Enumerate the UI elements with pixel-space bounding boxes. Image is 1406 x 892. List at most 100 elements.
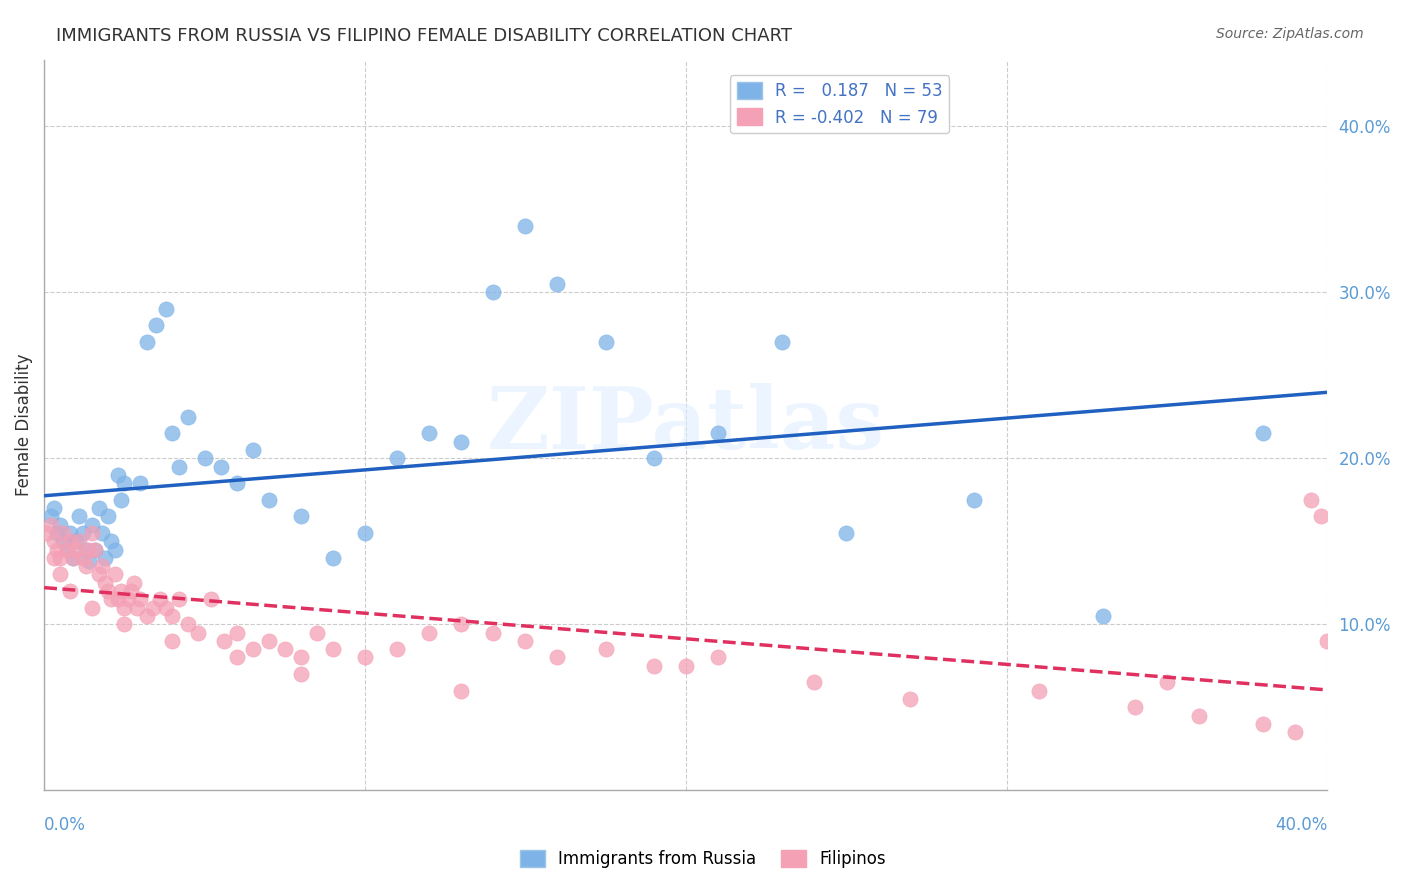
Text: 0.0%: 0.0% — [44, 816, 86, 834]
Point — [59, 584, 82, 599]
Point — [97, 509, 120, 524]
Point — [62, 550, 84, 565]
Point — [1251, 717, 1274, 731]
Point — [46, 525, 69, 540]
Point — [155, 301, 177, 316]
Point — [149, 592, 172, 607]
Point — [107, 592, 129, 607]
Point — [193, 451, 215, 466]
Point — [59, 525, 82, 540]
Point — [39, 509, 62, 524]
Point — [110, 492, 132, 507]
Point — [87, 567, 110, 582]
Point — [104, 567, 127, 582]
Point — [1316, 633, 1339, 648]
Point — [104, 542, 127, 557]
Point — [67, 509, 90, 524]
Point — [122, 575, 145, 590]
Point — [225, 476, 247, 491]
Point — [52, 534, 75, 549]
Point — [595, 642, 617, 657]
Point — [482, 285, 505, 299]
Point — [142, 600, 165, 615]
Point — [39, 517, 62, 532]
Point — [84, 542, 107, 557]
Point — [167, 459, 190, 474]
Point — [290, 667, 312, 681]
Point — [97, 584, 120, 599]
Point — [354, 525, 377, 540]
Point — [963, 492, 986, 507]
Point — [242, 642, 264, 657]
Point — [107, 467, 129, 482]
Point — [1301, 492, 1323, 507]
Point — [290, 509, 312, 524]
Point — [212, 633, 235, 648]
Point — [42, 534, 65, 549]
Point — [75, 559, 97, 574]
Point — [77, 554, 100, 568]
Point — [515, 633, 537, 648]
Point — [354, 650, 377, 665]
Point — [82, 600, 104, 615]
Point — [52, 525, 75, 540]
Point — [49, 567, 72, 582]
Point — [1284, 725, 1306, 739]
Point — [82, 525, 104, 540]
Point — [515, 219, 537, 233]
Point — [90, 559, 112, 574]
Point — [274, 642, 297, 657]
Point — [1123, 700, 1146, 714]
Point — [117, 592, 139, 607]
Point — [162, 609, 184, 624]
Point — [84, 542, 107, 557]
Point — [450, 683, 472, 698]
Point — [290, 650, 312, 665]
Point — [110, 584, 132, 599]
Point — [418, 625, 440, 640]
Point — [59, 534, 82, 549]
Point — [55, 542, 77, 557]
Point — [42, 501, 65, 516]
Point — [643, 658, 665, 673]
Point — [257, 633, 280, 648]
Point — [257, 492, 280, 507]
Point — [162, 426, 184, 441]
Point — [1091, 609, 1114, 624]
Point — [77, 542, 100, 557]
Point — [62, 550, 84, 565]
Point — [87, 501, 110, 516]
Point — [595, 334, 617, 349]
Point — [675, 658, 697, 673]
Point — [643, 451, 665, 466]
Point — [1381, 692, 1403, 706]
Point — [72, 550, 94, 565]
Point — [225, 650, 247, 665]
Point — [898, 692, 921, 706]
Legend: Immigrants from Russia, Filipinos: Immigrants from Russia, Filipinos — [513, 843, 893, 875]
Point — [482, 625, 505, 640]
Point — [155, 600, 177, 615]
Point — [546, 650, 568, 665]
Point — [1188, 708, 1211, 723]
Point — [82, 517, 104, 532]
Point — [49, 517, 72, 532]
Point — [305, 625, 328, 640]
Point — [67, 534, 90, 549]
Point — [835, 525, 858, 540]
Point — [94, 575, 117, 590]
Point — [145, 318, 167, 333]
Point — [100, 592, 122, 607]
Point — [65, 542, 87, 557]
Point — [450, 617, 472, 632]
Point — [112, 476, 135, 491]
Point — [162, 633, 184, 648]
Point — [129, 476, 152, 491]
Point — [770, 334, 793, 349]
Point — [225, 625, 247, 640]
Point — [129, 592, 152, 607]
Point — [65, 534, 87, 549]
Point — [55, 542, 77, 557]
Point — [187, 625, 209, 640]
Point — [1310, 509, 1333, 524]
